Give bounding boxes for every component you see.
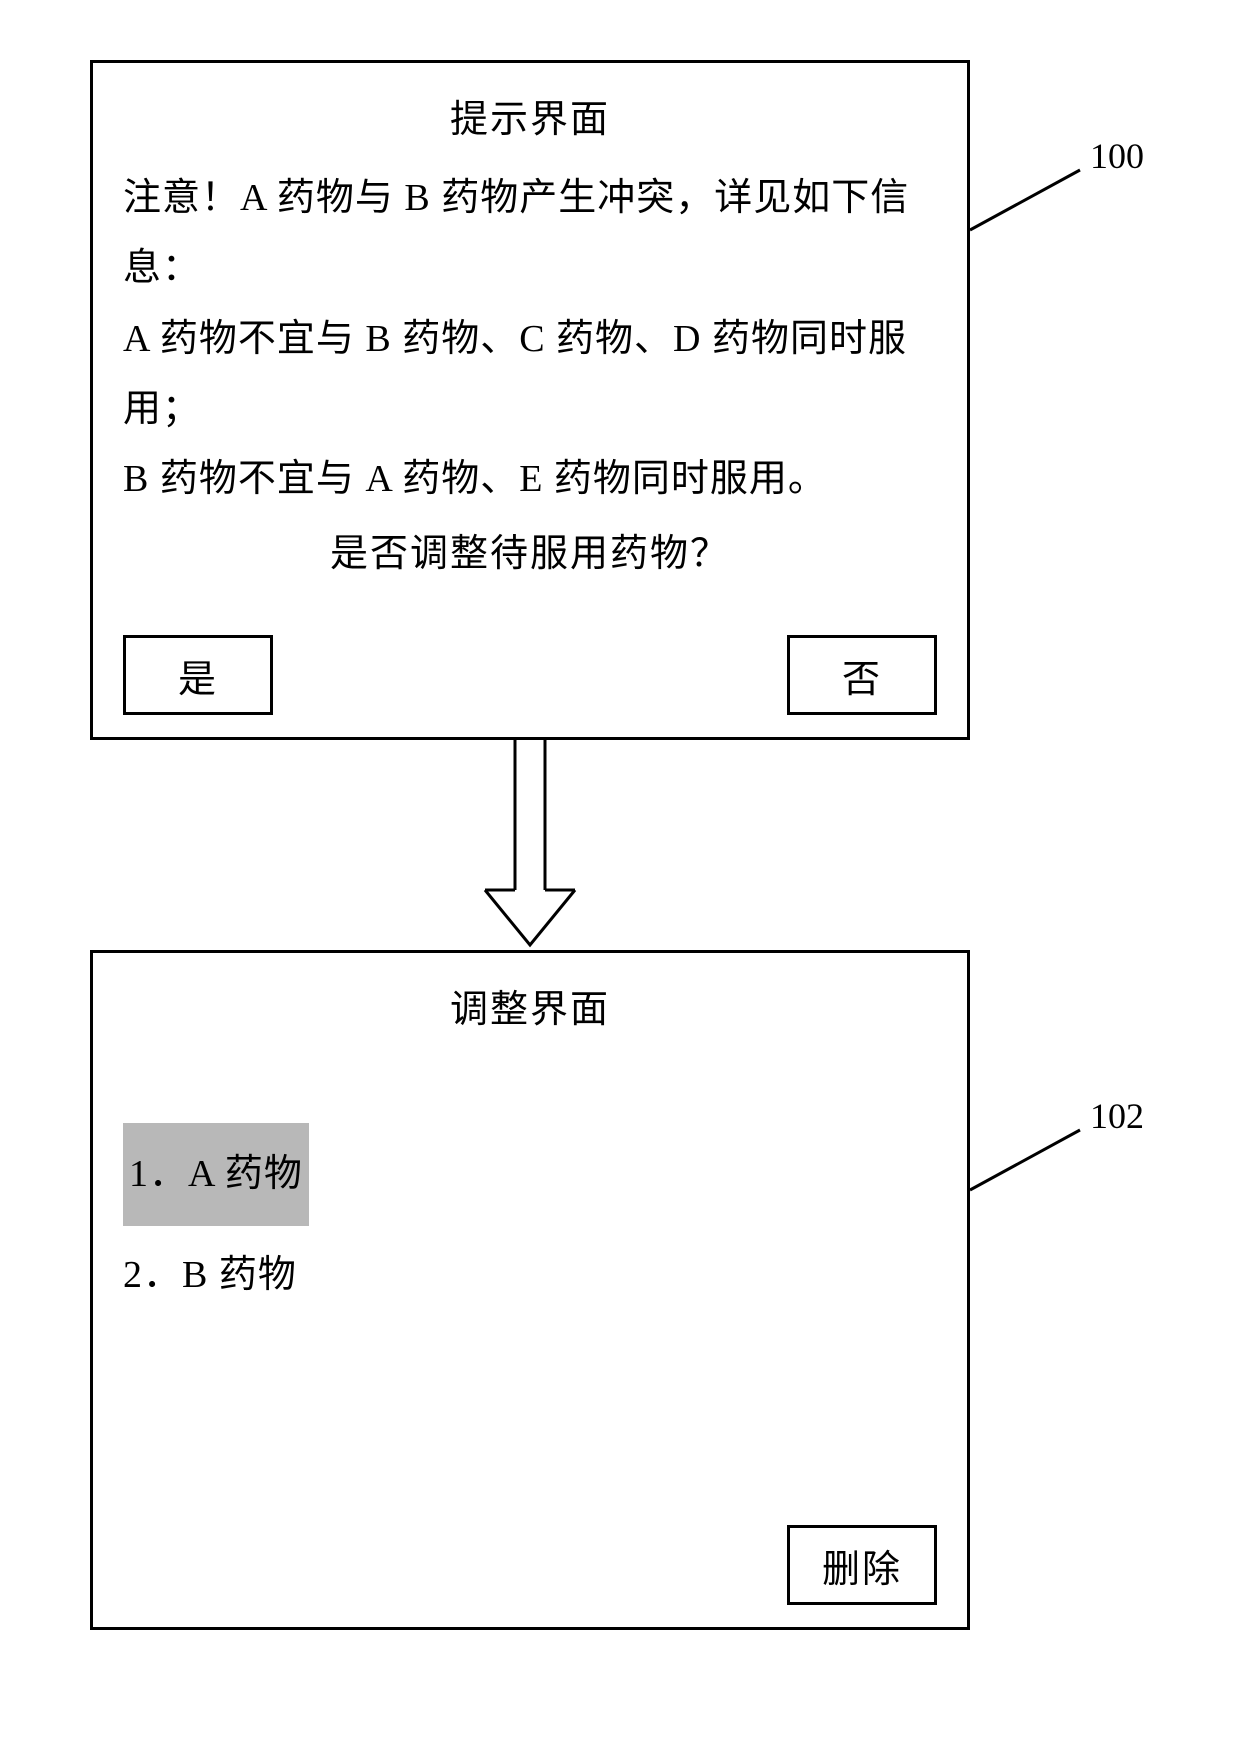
ref-label-102: 102 — [1090, 1095, 1144, 1137]
no-button[interactable]: 否 — [787, 635, 937, 715]
delete-button-label: 删除 — [822, 1538, 902, 1593]
prompt-line-2: A 药物不宜与 B 药物、C 药物、D 药物同时服用； — [123, 304, 937, 445]
prompt-line-1: 注意！A 药物与 B 药物产生冲突，详见如下信息： — [123, 163, 937, 304]
yes-button-label: 是 — [178, 648, 218, 703]
prompt-body: 注意！A 药物与 B 药物产生冲突，详见如下信息： A 药物不宜与 B 药物、C… — [123, 163, 937, 514]
adjust-panel-title: 调整界面 — [123, 978, 937, 1033]
prompt-panel-title: 提示界面 — [123, 88, 937, 143]
list-item[interactable]: 1．A 药物 — [123, 1123, 937, 1226]
delete-button[interactable]: 删除 — [787, 1525, 937, 1605]
drug-list: 1．A 药物 2．B 药物 — [123, 1123, 937, 1325]
leader-line-100 — [970, 170, 1100, 250]
prompt-line-3: B 药物不宜与 A 药物、E 药物同时服用。 — [123, 444, 937, 514]
no-button-label: 否 — [842, 648, 882, 703]
prompt-button-row: 是 否 — [123, 635, 937, 715]
prompt-question: 是否调整待服用药物？ — [123, 522, 937, 577]
ref-label-100: 100 — [1090, 135, 1144, 177]
flow-arrow-icon — [480, 740, 580, 950]
list-item[interactable]: 2．B 药物 — [123, 1226, 937, 1325]
yes-button[interactable]: 是 — [123, 635, 273, 715]
leader-line-102 — [970, 1130, 1100, 1210]
list-item-label: 1．A 药物 — [123, 1123, 309, 1226]
adjust-panel: 调整界面 1．A 药物 2．B 药物 删除 — [90, 950, 970, 1630]
prompt-panel: 提示界面 注意！A 药物与 B 药物产生冲突，详见如下信息： A 药物不宜与 B… — [90, 60, 970, 740]
list-item-label: 2．B 药物 — [123, 1226, 297, 1325]
